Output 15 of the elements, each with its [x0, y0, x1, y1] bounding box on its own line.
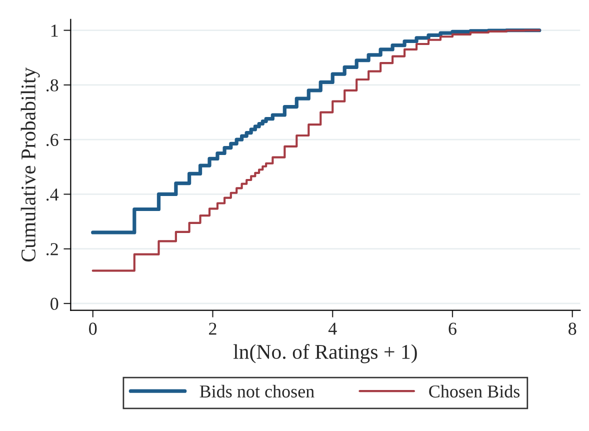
- y-tick-label: .8: [46, 79, 58, 92]
- legend-label: Chosen Bids: [429, 384, 520, 398]
- y-tick-label: .2: [46, 243, 58, 256]
- x-axis-title: ln(No. of Ratings + 1): [233, 344, 417, 364]
- legend-label: Bids not chosen: [200, 384, 314, 398]
- y-tick-label: 1: [51, 24, 58, 37]
- y-tick-label: .6: [46, 134, 58, 146]
- y-tick-label: .4: [46, 188, 59, 201]
- x-tick-label: 0: [89, 322, 97, 335]
- x-tick-label: 6: [448, 322, 456, 335]
- x-tick-label: 4: [328, 322, 337, 335]
- x-tick-label: 2: [209, 322, 216, 335]
- y-axis-title: Cumulative Probability: [20, 67, 40, 262]
- x-tick-label: 8: [568, 322, 576, 335]
- y-tick-label: 0: [50, 298, 58, 310]
